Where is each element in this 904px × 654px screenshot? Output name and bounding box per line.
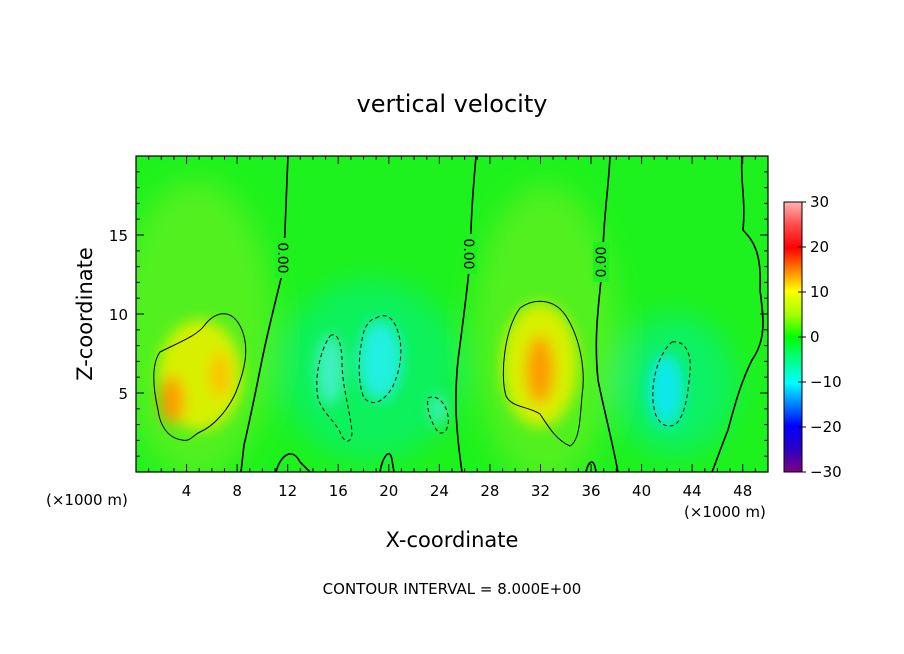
colorbar-tick-label: 10 [810, 283, 829, 301]
zero-contour [711, 156, 764, 472]
x-tick-label: 40 [632, 482, 651, 500]
downdraft-right-cyan [648, 354, 684, 426]
updraft-left-core [160, 376, 184, 424]
positive-contour [153, 313, 247, 441]
x-unit-label-right: (×1000 m) [684, 503, 766, 521]
contour-label-zero: 0.00 [274, 242, 290, 273]
zero-contour [379, 453, 395, 472]
colorbar-tick-label: −10 [810, 373, 842, 391]
updraft-left-core2 [210, 353, 230, 397]
colorbar-tick-label: −20 [810, 418, 842, 436]
zero-contour [595, 156, 619, 472]
x-tick-label: 28 [480, 482, 499, 500]
colorbar-tick-label: 30 [810, 193, 829, 211]
y-tick-label: 5 [118, 385, 128, 403]
downdraft-left-cyan [316, 335, 344, 405]
x-tick-label: 36 [581, 482, 600, 500]
contour-interval-note: CONTOUR INTERVAL = 8.000E+00 [323, 580, 582, 598]
negative-contour [358, 315, 402, 404]
zero-contour [240, 156, 289, 472]
contour-labels: 0.00 0.00 0.00 [274, 234, 610, 282]
y-axis-label: Z-coordinate [73, 247, 97, 381]
x-tick-label: 8 [232, 482, 242, 500]
zero-contour [455, 156, 477, 472]
colorbar-ticks: 30 20 10 0 −10 −20 −30 [798, 193, 842, 481]
x-tick-label: 32 [531, 482, 550, 500]
x-tick-label: 44 [683, 482, 702, 500]
contour-label-zero: 0.00 [594, 246, 610, 277]
negative-contour [316, 334, 353, 442]
contour-lines [153, 156, 764, 472]
positive-contour [502, 300, 584, 447]
colorbar-tick-label: 20 [810, 238, 829, 256]
updraft-right-core [526, 336, 554, 404]
x-axis-label: X-coordinate [386, 528, 519, 552]
x-tick-label: 48 [733, 482, 752, 500]
x-tick-label: 12 [278, 482, 297, 500]
heatmap-field [136, 156, 768, 472]
chart-title: vertical velocity [357, 90, 548, 118]
y-tick-label: 10 [109, 306, 128, 324]
y-tick-label: 15 [109, 227, 128, 245]
x-tick-label: 4 [182, 482, 192, 500]
zero-contour [275, 453, 311, 472]
negative-contour [427, 396, 449, 434]
colorbar-tick-label: 0 [810, 328, 820, 346]
contour-label-zero: 0.00 [460, 238, 476, 269]
downdraft-mid-cyan [358, 320, 402, 400]
zero-contour [585, 461, 597, 472]
colorbar-tick-label: −30 [810, 463, 842, 481]
x-axis-ticks: 4 8 12 16 20 24 28 32 36 40 44 48 [148, 156, 756, 500]
x-tick-label: 24 [430, 482, 449, 500]
x-tick-label: 20 [379, 482, 398, 500]
x-unit-label-left: (×1000 m) [46, 491, 128, 509]
y-axis-ticks: 5 10 15 [109, 171, 768, 457]
x-tick-label: 16 [329, 482, 348, 500]
